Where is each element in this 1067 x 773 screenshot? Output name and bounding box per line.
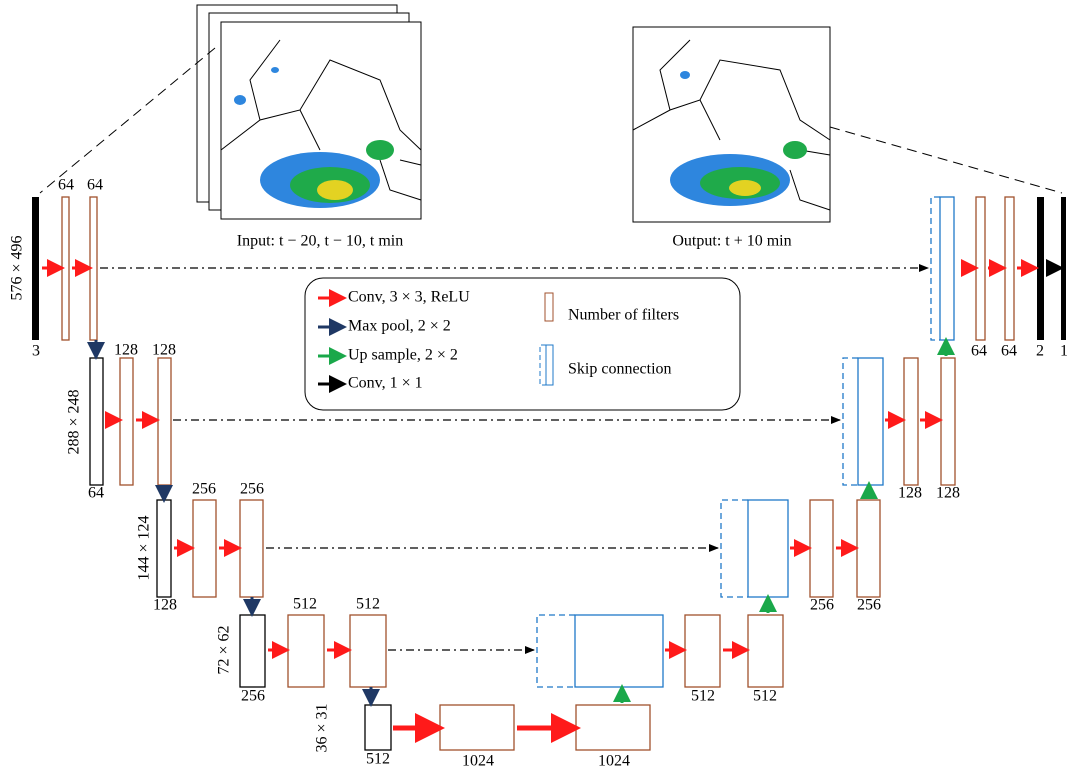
filter-label: 256 <box>857 597 881 614</box>
filter-label: 64 <box>88 485 104 502</box>
filter-label: 1024 <box>462 753 494 770</box>
filter-label: 512 <box>356 596 380 613</box>
size-label: 288 × 248 <box>66 389 83 454</box>
filter-label: 128 <box>153 597 177 614</box>
filter-label: 512 <box>691 688 715 705</box>
filter-block <box>748 615 783 687</box>
filter-block <box>685 615 720 687</box>
filter-block <box>857 500 880 597</box>
filter-label: 256 <box>240 481 264 498</box>
filter-block <box>904 358 918 485</box>
input-caption: Input: t − 20, t − 10, t min <box>237 233 404 250</box>
size-label: 36 × 31 <box>314 703 331 752</box>
skip-copy <box>721 500 748 597</box>
filter-label: 256 <box>810 597 834 614</box>
legend-label: Up sample, 2 × 2 <box>348 347 458 364</box>
filter-block <box>90 197 97 340</box>
legend-label: Conv, 1 × 1 <box>348 375 423 392</box>
legend-label: Conv, 3 × 3, ReLU <box>348 289 470 306</box>
filter-block <box>810 500 833 597</box>
filter-block <box>288 615 324 687</box>
filter-label: 512 <box>293 596 317 613</box>
size-label: 576 × 496 <box>9 235 26 300</box>
filter-block <box>240 500 263 597</box>
filter-label: 3 <box>32 343 40 360</box>
zoom-line <box>40 48 215 193</box>
filter-label: 512 <box>753 688 777 705</box>
skip-copy <box>931 197 940 340</box>
skip-copy <box>537 615 575 687</box>
skip-block <box>940 197 954 340</box>
skip-copy <box>843 358 858 485</box>
output-block <box>1037 197 1044 340</box>
filter-label: 64 <box>971 343 987 360</box>
filter-block <box>440 705 514 750</box>
filter-label: 512 <box>366 751 390 768</box>
input-block <box>90 358 103 485</box>
skip-block <box>748 500 788 597</box>
legend-label: Number of filters <box>568 307 679 324</box>
filter-block <box>158 358 171 485</box>
filter-label: 64 <box>1001 343 1017 360</box>
filter-label: 128 <box>936 485 960 502</box>
filter-block <box>1005 197 1014 340</box>
size-label: 144 × 124 <box>136 515 153 580</box>
skip-block <box>858 358 883 485</box>
legend: Conv, 3 × 3, ReLU Max pool, 2 × 2 Up sam… <box>305 278 740 410</box>
filter-block <box>576 705 650 750</box>
input-images <box>197 5 421 219</box>
filter-label: 256 <box>241 688 265 705</box>
filter-label: 64 <box>58 177 74 194</box>
filter-block <box>976 197 985 340</box>
filter-block <box>120 358 133 485</box>
filter-label: 2 <box>1036 343 1044 360</box>
size-label: 72 × 62 <box>216 625 233 674</box>
output-caption: Output: t + 10 min <box>672 233 791 250</box>
output-image <box>633 27 830 222</box>
input-block <box>157 500 171 597</box>
skip-block <box>575 615 663 687</box>
filter-label: 128 <box>152 342 176 359</box>
filter-block <box>941 358 955 485</box>
filter-label: 128 <box>114 342 138 359</box>
filter-label: 1 <box>1060 343 1067 360</box>
legend-label: Max pool, 2 × 2 <box>348 318 451 335</box>
filter-label: 1024 <box>598 753 630 770</box>
zoom-line <box>830 127 1062 193</box>
input-block <box>240 615 265 687</box>
filter-label: 256 <box>192 481 216 498</box>
filter-block <box>350 615 386 687</box>
filter-block <box>62 197 69 340</box>
legend-label: Skip connection <box>568 361 672 378</box>
output-block <box>32 197 39 340</box>
input-block <box>365 705 391 750</box>
output-block <box>1061 197 1066 340</box>
unet-diagram: Input: t − 20, t − 10, t min Output: t +… <box>0 0 1067 773</box>
filter-block <box>193 500 216 597</box>
filter-label: 64 <box>87 177 103 194</box>
filter-label: 128 <box>898 485 922 502</box>
